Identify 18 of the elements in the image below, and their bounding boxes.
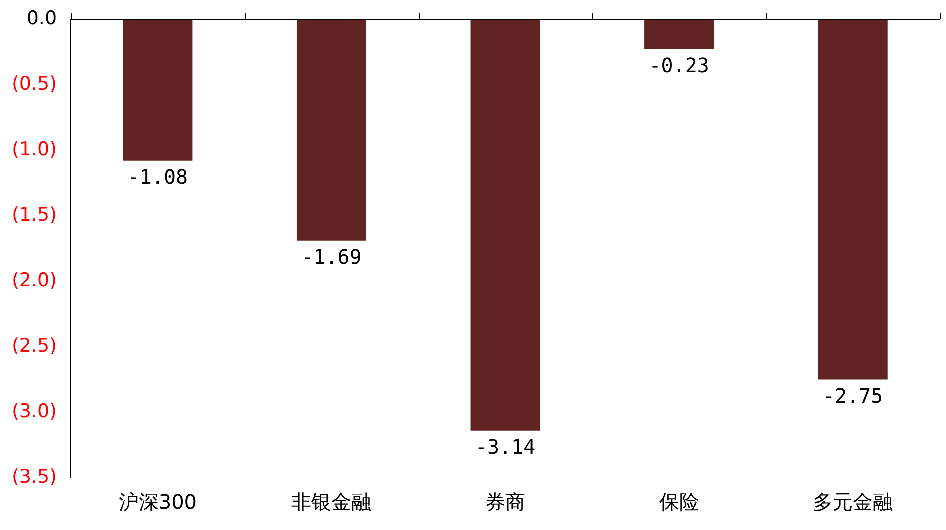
y-tick-label: (0.5) xyxy=(12,72,58,95)
y-tick-label: (1.0) xyxy=(12,138,58,160)
data-label: -3.14 xyxy=(475,435,536,460)
x-tick-label: 沪深300 xyxy=(118,490,198,514)
y-tick-label: (2.0) xyxy=(12,269,58,292)
x-tick-label: 多元金融 xyxy=(813,490,894,514)
x-tick-label: 非银金融 xyxy=(292,490,372,514)
x-tick-label: 保险 xyxy=(659,490,700,514)
y-tick-label: (3.5) xyxy=(12,466,58,488)
data-label: -2.75 xyxy=(822,384,884,408)
y-tick-label: (1.5) xyxy=(12,204,58,226)
data-label: -0.23 xyxy=(649,54,710,78)
y-tick-label: 0.0 xyxy=(26,7,58,30)
data-label: -1.08 xyxy=(128,165,188,190)
y-tick-label: (2.5) xyxy=(12,334,58,357)
x-tick-label: 券商 xyxy=(486,490,526,514)
data-label: -1.69 xyxy=(302,245,362,270)
y-tick-label: (3.0) xyxy=(12,400,58,422)
